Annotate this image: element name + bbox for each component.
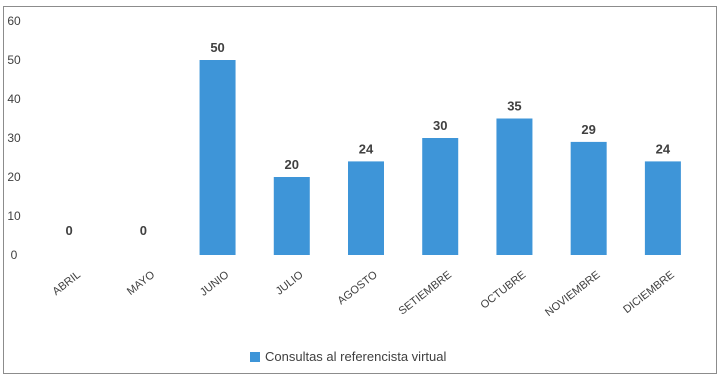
y-tick-label: 40: [7, 92, 21, 106]
x-tick-label: DICIEMBRE: [621, 269, 677, 316]
bar-series: [199, 60, 681, 255]
data-labels: 0 0 50 20 24 30 35 29 24: [65, 40, 670, 238]
bar: [199, 60, 236, 255]
y-tick-label: 20: [7, 170, 21, 184]
y-tick-label: 50: [7, 53, 21, 67]
data-label: 29: [581, 122, 595, 137]
y-tick-label: 0: [11, 248, 18, 262]
x-tick-label: JUNIO: [198, 269, 232, 299]
x-tick-label: OCTUBRE: [479, 269, 529, 312]
legend-swatch: [250, 352, 260, 362]
bar: [570, 141, 607, 255]
x-tick-label: MAYO: [125, 269, 158, 298]
y-tick-label: 10: [7, 209, 21, 223]
bar: [348, 161, 384, 255]
data-label: 0: [140, 223, 147, 238]
data-label: 35: [507, 99, 521, 114]
bar: [496, 118, 533, 255]
y-tick-label: 60: [7, 14, 21, 28]
x-tick-label: SETIEMBRE: [397, 269, 454, 318]
x-tick-label: ABRIL: [51, 269, 83, 298]
data-label: 24: [359, 141, 374, 156]
x-axis-ticks: ABRIL MAYO JUNIO JULIO AGOSTO SETIEMBRE OCTUBR…: [51, 269, 677, 319]
x-tick-label: AGOSTO: [336, 269, 381, 308]
data-label: 24: [656, 141, 671, 156]
bar: [422, 138, 459, 255]
data-label: 50: [210, 40, 224, 55]
data-label: 20: [285, 157, 299, 172]
y-axis-ticks: 0 10 20 30 40 50 60: [7, 14, 21, 262]
legend: Consultas al referencista virtual: [250, 349, 446, 364]
legend-label: Consultas al referencista virtual: [265, 349, 446, 364]
data-label: 0: [65, 223, 72, 238]
x-tick-label: NOVIEMBRE: [543, 269, 602, 319]
y-tick-label: 30: [7, 131, 21, 145]
data-label: 30: [433, 118, 447, 133]
bar: [273, 177, 310, 255]
x-tick-label: JULIO: [274, 269, 306, 298]
bar: [644, 161, 681, 255]
